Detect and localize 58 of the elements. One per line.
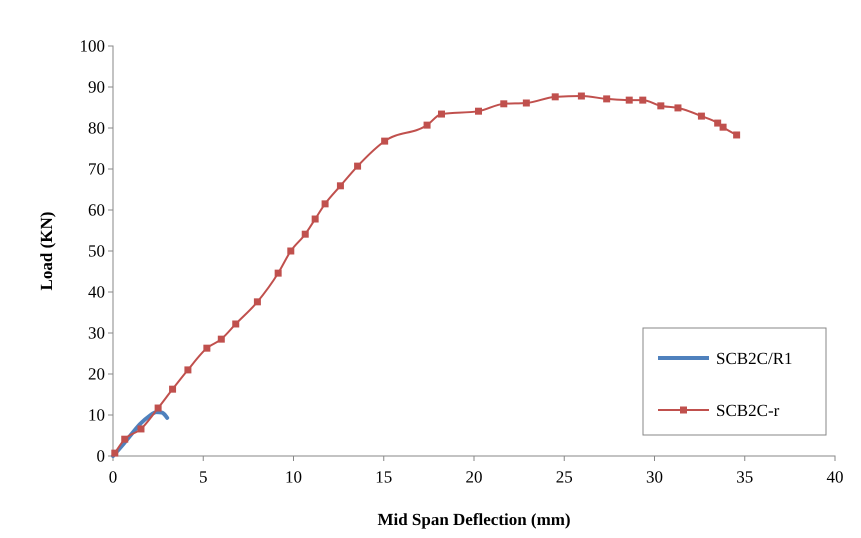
x-tick-label: 10: [285, 468, 302, 487]
x-tick-label: 15: [375, 468, 392, 487]
point: [203, 344, 210, 352]
legend-label: SCB2C/R1: [716, 349, 793, 368]
y-tick-label: 40: [88, 282, 105, 302]
y-tick-label: 60: [88, 200, 105, 220]
point: [184, 366, 192, 374]
point: [714, 120, 722, 127]
y-tick-label: 100: [80, 36, 105, 56]
x-axis-title: Mid Span Deflection (mm): [377, 510, 571, 529]
y-tick-label: 30: [88, 323, 105, 342]
point: [287, 248, 294, 254]
point: [720, 124, 727, 131]
point: [475, 108, 482, 115]
point: [354, 162, 362, 170]
point: [111, 450, 118, 457]
y-tick-label: 50: [88, 241, 105, 260]
point: [302, 230, 309, 238]
y-tick-label: 20: [88, 364, 105, 384]
x-tick-label: 0: [108, 468, 118, 487]
y-tick-label: 90: [88, 77, 105, 96]
x-tick-label: 20: [466, 468, 482, 487]
point: [137, 425, 144, 432]
x-tick-label: 25: [556, 468, 573, 487]
point: [169, 386, 176, 393]
point: [274, 270, 282, 277]
point: [322, 200, 329, 208]
x-tick-label: 35: [736, 468, 754, 487]
y-tick-label: 70: [88, 159, 105, 178]
x-tick-label: 5: [199, 468, 208, 487]
point: [578, 92, 585, 100]
x-tick-label: 30: [646, 468, 663, 487]
point: [232, 320, 240, 328]
point: [312, 216, 319, 223]
point: [674, 104, 682, 112]
point: [336, 182, 344, 190]
point: [733, 131, 740, 138]
point: [154, 404, 162, 412]
point: [552, 93, 559, 100]
point: [438, 110, 446, 118]
y-tick-label: 0: [96, 446, 105, 466]
y-axis-title: Load (KN): [37, 212, 56, 290]
point: [254, 298, 261, 306]
point: [500, 100, 508, 108]
point: [522, 99, 530, 106]
point: [698, 112, 705, 120]
point: [657, 102, 664, 110]
point: [424, 122, 431, 129]
point: [603, 95, 610, 102]
y-tick-label: 80: [88, 118, 105, 138]
x-tick-label: 40: [826, 468, 844, 487]
point: [381, 138, 388, 145]
point: [218, 336, 225, 343]
point: [626, 96, 633, 104]
legend-label: SCB2C-r: [716, 401, 780, 420]
y-tick-label: 10: [88, 405, 105, 424]
point: [121, 436, 128, 443]
point: [639, 96, 646, 104]
